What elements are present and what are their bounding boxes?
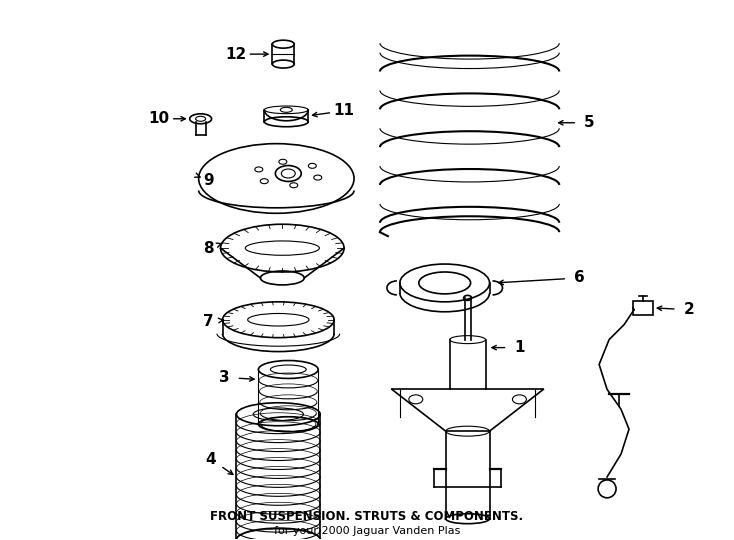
Text: 12: 12 [225,46,246,62]
Text: 10: 10 [148,111,170,126]
Text: 3: 3 [219,370,230,385]
Text: 11: 11 [333,103,355,118]
Text: 9: 9 [203,173,214,188]
Text: 1: 1 [515,340,525,355]
Text: 4: 4 [206,451,216,467]
Text: for your 2000 Jaguar Vanden Plas: for your 2000 Jaguar Vanden Plas [274,525,460,536]
Text: 7: 7 [203,314,214,329]
Text: 5: 5 [584,115,595,130]
Text: 6: 6 [574,271,584,286]
Text: 8: 8 [203,241,214,255]
Text: FRONT SUSPENSION. STRUTS & COMPONENTS.: FRONT SUSPENSION. STRUTS & COMPONENTS. [211,510,523,523]
Text: 2: 2 [683,302,694,318]
Bar [633,301,653,315]
